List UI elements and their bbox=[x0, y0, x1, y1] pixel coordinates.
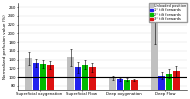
Bar bbox=[74, 67, 81, 99]
Bar bbox=[131, 80, 138, 99]
Bar bbox=[47, 65, 54, 99]
Bar bbox=[25, 58, 32, 99]
Legend: Unloaded position, 1° tilt forwards, 2° tilt forwards, 3° tilt forwards: Unloaded position, 1° tilt forwards, 2° … bbox=[149, 3, 187, 22]
Bar bbox=[116, 79, 123, 99]
Bar bbox=[166, 74, 172, 99]
Bar bbox=[82, 65, 89, 99]
Bar bbox=[109, 78, 116, 99]
Bar bbox=[89, 67, 96, 99]
Bar bbox=[40, 64, 47, 99]
Bar bbox=[67, 57, 74, 99]
Bar bbox=[124, 80, 130, 99]
Bar bbox=[173, 71, 180, 99]
Bar bbox=[33, 63, 39, 99]
Y-axis label: Normalized perfusion value (%): Normalized perfusion value (%) bbox=[3, 14, 7, 79]
Bar bbox=[151, 20, 158, 99]
Bar bbox=[158, 76, 165, 99]
